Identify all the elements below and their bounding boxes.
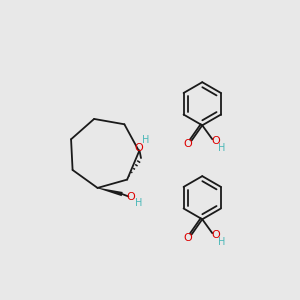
Polygon shape xyxy=(98,188,123,196)
Text: O: O xyxy=(212,136,220,146)
Text: H: H xyxy=(135,198,142,208)
Text: O: O xyxy=(212,230,220,240)
Text: O: O xyxy=(134,143,143,153)
Text: H: H xyxy=(218,237,225,247)
Text: H: H xyxy=(218,143,225,153)
Text: O: O xyxy=(183,139,192,149)
Text: O: O xyxy=(183,233,192,243)
Text: O: O xyxy=(126,192,135,202)
Text: H: H xyxy=(142,135,149,145)
